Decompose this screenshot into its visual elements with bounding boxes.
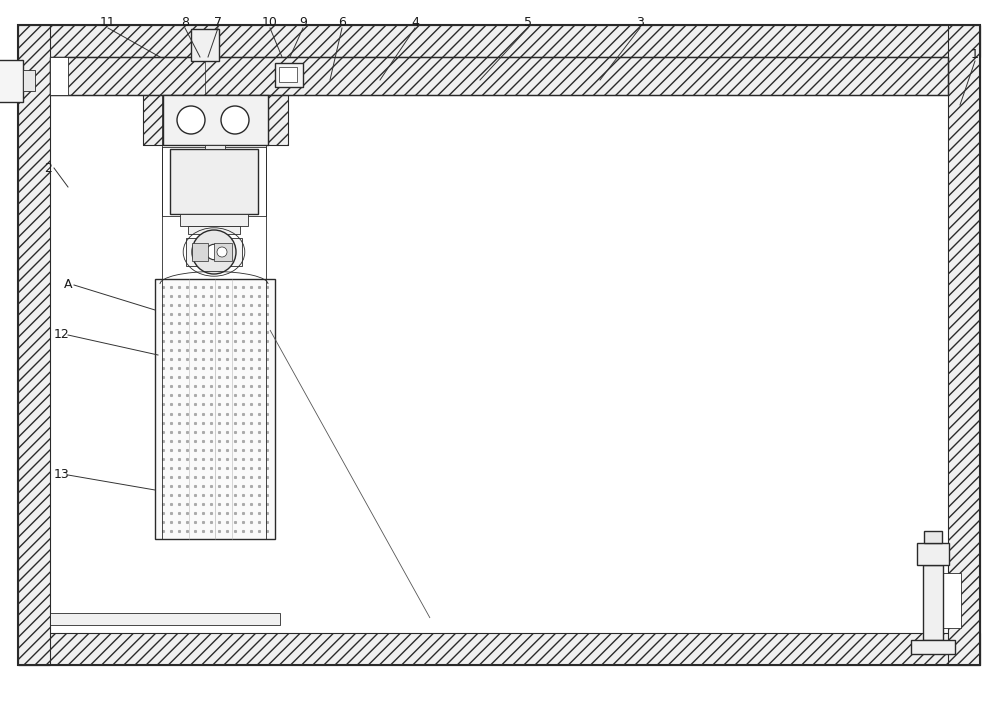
Bar	[50, 57, 948, 95]
Text: 12: 12	[54, 329, 70, 341]
Bar	[143, 95, 163, 145]
Bar	[50, 613, 280, 625]
Bar	[18, 25, 980, 57]
Bar	[279, 67, 297, 82]
Circle shape	[217, 247, 227, 257]
Text: 5: 5	[524, 16, 532, 28]
Bar	[163, 95, 268, 145]
Circle shape	[206, 245, 222, 259]
Bar	[943, 573, 961, 628]
Circle shape	[192, 230, 236, 274]
Text: 9: 9	[299, 16, 307, 28]
Bar	[192, 243, 208, 261]
Bar	[948, 25, 980, 665]
Bar	[275, 63, 303, 87]
Text: A: A	[64, 278, 72, 291]
Bar	[143, 95, 163, 145]
Bar	[18, 633, 980, 665]
Bar	[214, 243, 232, 261]
Bar	[50, 57, 948, 95]
Bar	[191, 29, 219, 61]
Text: 7: 7	[214, 16, 222, 28]
Text: 2: 2	[44, 161, 52, 175]
Bar	[923, 565, 943, 640]
Text: 8: 8	[181, 16, 189, 28]
Text: 11: 11	[100, 16, 116, 28]
Text: 1: 1	[971, 49, 979, 61]
Bar	[911, 640, 955, 654]
Bar	[0, 60, 23, 102]
Bar	[188, 226, 240, 234]
Text: 6: 6	[338, 16, 346, 28]
Bar	[170, 149, 258, 214]
Bar	[50, 57, 68, 95]
Text: 10: 10	[262, 16, 278, 28]
Text: 13: 13	[54, 469, 70, 482]
Bar	[268, 95, 288, 145]
Bar	[162, 147, 266, 216]
Circle shape	[221, 106, 249, 134]
Bar	[186, 238, 242, 266]
Bar	[268, 95, 288, 145]
Bar	[50, 57, 948, 633]
Bar	[23, 70, 35, 91]
Bar	[155, 279, 275, 539]
Circle shape	[177, 106, 205, 134]
Bar	[18, 25, 50, 665]
Text: 3: 3	[636, 16, 644, 28]
Bar	[180, 214, 248, 226]
Text: 4: 4	[411, 16, 419, 28]
Bar	[924, 531, 942, 543]
Bar	[917, 543, 949, 565]
Bar	[205, 145, 225, 149]
